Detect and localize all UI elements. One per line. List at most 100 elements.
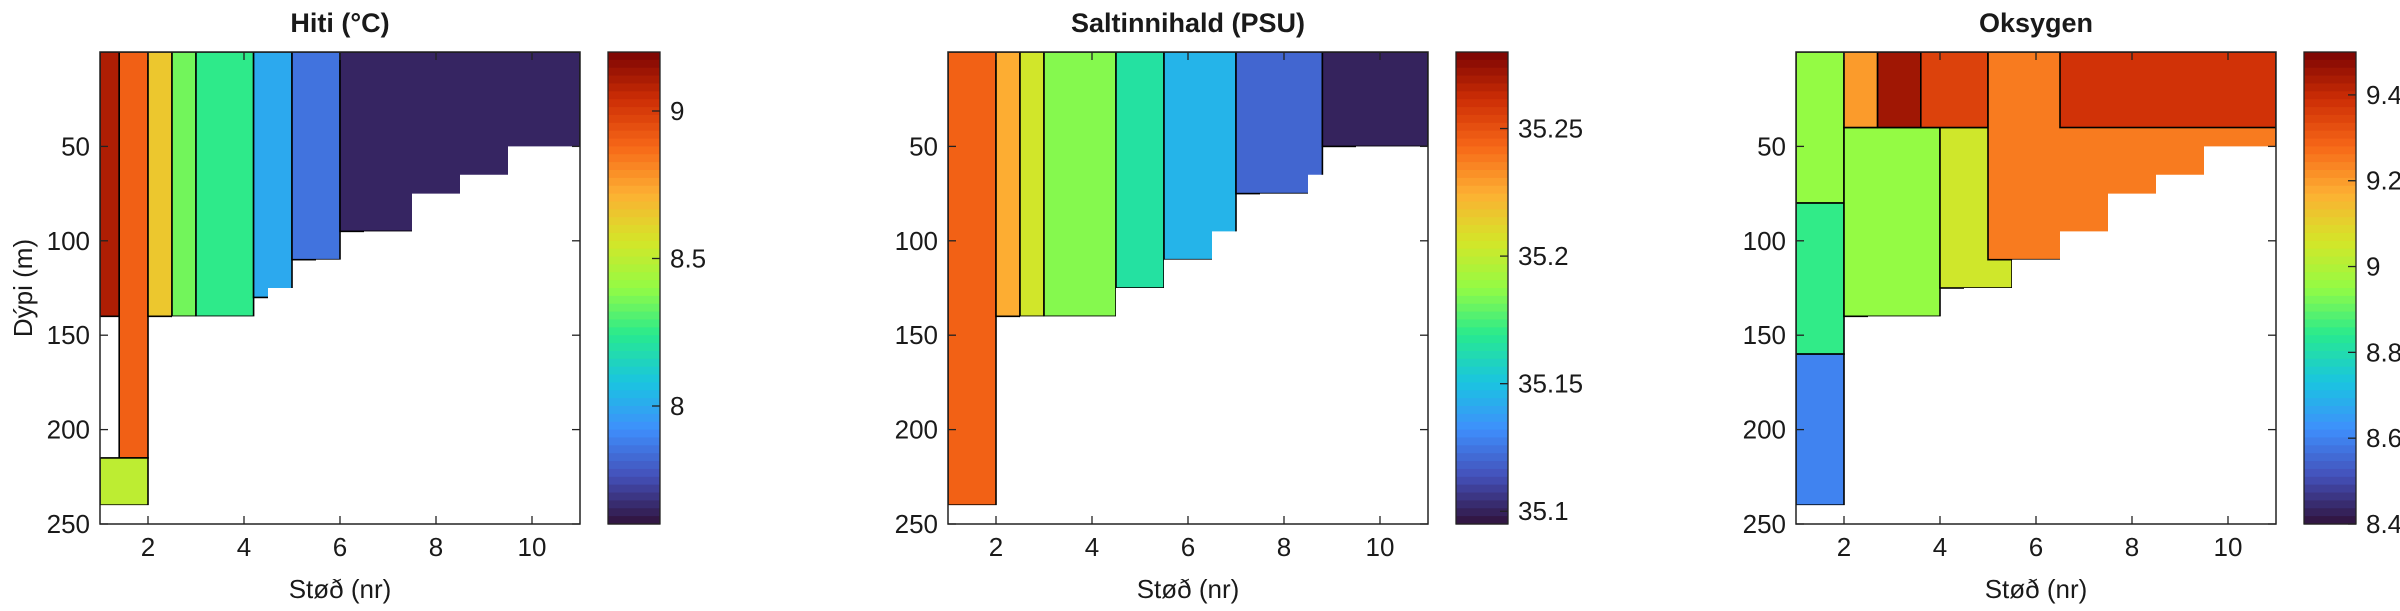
colorbar-segment <box>2304 288 2356 297</box>
contour-zone <box>1843 126 1941 318</box>
colorbar-segment <box>608 185 660 195</box>
colorbar-tick-label: 8.8 <box>2366 337 2400 367</box>
colorbar-frame <box>2303 51 2357 525</box>
colorbar-segment <box>608 99 660 108</box>
colorbar-segment <box>608 225 660 234</box>
colorbar-segment <box>2304 91 2356 100</box>
colorbar-segment <box>608 59 660 69</box>
colorbar-segment <box>1456 256 1508 265</box>
colorbar-segment <box>608 468 660 478</box>
y-tick-label: 200 <box>47 415 90 445</box>
colorbar-segment <box>1456 52 1508 61</box>
colorbar-segment <box>608 138 660 147</box>
y-tick-label: 250 <box>1743 509 1786 539</box>
colorbar-segment <box>1456 421 1508 431</box>
contour-zone <box>291 52 341 261</box>
colorbar-segment <box>2304 406 2356 415</box>
colorbar-segment <box>1456 461 1508 470</box>
colorbar-segment <box>1456 398 1508 407</box>
colorbar-segment <box>1456 374 1508 383</box>
y-tick-label: 250 <box>895 509 938 539</box>
colorbar-segment <box>2304 280 2356 289</box>
x-tick-label: 6 <box>1181 532 1195 562</box>
colorbar-segment <box>608 406 660 415</box>
data-field <box>1796 52 2276 506</box>
colorbar-segment <box>2304 343 2356 352</box>
colorbar-tick-label: 9.4 <box>2366 80 2400 110</box>
colorbar-segment <box>608 83 660 92</box>
colorbar-segment <box>2304 209 2356 218</box>
colorbar-segment <box>608 382 660 391</box>
colorbar-segment <box>1456 170 1508 179</box>
colorbar-segment <box>2304 225 2356 234</box>
colorbar-segment <box>1456 272 1508 281</box>
colorbar-segment <box>2304 201 2356 210</box>
colorbar-segment <box>608 413 660 423</box>
colorbar-segment <box>2304 311 2356 321</box>
colorbar-segment <box>2304 350 2356 360</box>
colorbar-segment <box>608 484 660 494</box>
colorbar-segment <box>2304 122 2356 132</box>
colorbar-segment <box>1456 201 1508 210</box>
colorbar-segment <box>2304 516 2356 525</box>
colorbar-segment <box>2304 146 2356 155</box>
colorbar-segment <box>2304 453 2356 462</box>
colorbar-segment <box>2304 130 2356 140</box>
x-axis-label: Støð (nr) <box>1985 574 2088 604</box>
colorbar-segment <box>1456 335 1508 344</box>
colorbar-segment <box>2304 358 2356 368</box>
colorbar: 8.4 8.6 8.8 9 9.2 9.4 <box>2303 51 2400 539</box>
colorbar-segment <box>2304 492 2356 501</box>
colorbar-segment <box>2304 461 2356 470</box>
colorbar-segment <box>2304 437 2356 446</box>
contour-zone <box>1043 52 1117 318</box>
colorbar-segment <box>608 303 660 313</box>
colorbar-segment <box>608 445 660 454</box>
colorbar-segment <box>608 319 660 328</box>
colorbar-segment <box>1456 264 1508 273</box>
colorbar-segment <box>2304 445 2356 454</box>
colorbar-segment <box>608 75 660 85</box>
colorbar-segment <box>1456 288 1508 297</box>
colorbar-segment <box>608 335 660 344</box>
colorbar-segment <box>608 461 660 470</box>
colorbar-segment <box>1456 232 1508 242</box>
colorbar-segment <box>608 114 660 124</box>
colorbar-segment <box>1456 476 1508 486</box>
colorbar-segment <box>2304 484 2356 494</box>
colorbar-segment <box>1456 146 1508 155</box>
colorbar-segment <box>1456 240 1508 250</box>
colorbar-segment <box>608 280 660 289</box>
colorbar-segment <box>1456 91 1508 100</box>
colorbar-segment <box>608 146 660 155</box>
colorbar-segment <box>608 107 660 116</box>
colorbar-segment <box>608 398 660 407</box>
colorbar-segment <box>1456 484 1508 494</box>
colorbar-segment <box>608 67 660 77</box>
y-tick-label: 100 <box>895 226 938 256</box>
colorbar-segment <box>608 350 660 360</box>
colorbar-segment <box>1456 280 1508 289</box>
contour-zone <box>171 52 197 318</box>
colorbar-segment <box>1456 319 1508 328</box>
colorbar-segment <box>1456 107 1508 116</box>
contour-zone <box>1019 52 1045 318</box>
colorbar-segment <box>1456 429 1508 439</box>
colorbar-segment <box>608 162 660 171</box>
colorbar-segment <box>2304 382 2356 391</box>
contour-zone <box>1796 52 1845 204</box>
y-tick-label: 50 <box>1757 131 1786 161</box>
colorbar-segment <box>2304 256 2356 265</box>
contour-zone <box>1235 52 1324 195</box>
colorbar-tick-label: 35.1 <box>1518 496 1569 526</box>
colorbar-segment <box>1456 83 1508 92</box>
colorbar-segment <box>608 453 660 462</box>
x-axis-label: Støð (nr) <box>289 574 392 604</box>
colorbar-segment <box>608 508 660 517</box>
colorbar-segment <box>608 52 660 61</box>
contour-zone <box>252 52 293 299</box>
y-axis-label: Dýpi (m) <box>8 239 38 337</box>
colorbar-segment <box>1456 295 1508 305</box>
colorbar-segment <box>1456 492 1508 501</box>
